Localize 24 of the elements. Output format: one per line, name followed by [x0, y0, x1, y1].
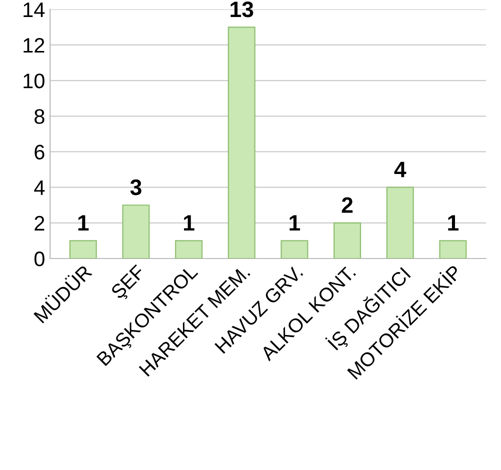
data-label: 4 [394, 162, 406, 178]
y-tick-label: 6 [34, 144, 44, 160]
data-label: 1 [184, 215, 194, 231]
bar [334, 222, 362, 258]
y-tick-label: 12 [24, 38, 44, 53]
bar [122, 204, 150, 258]
data-label: 13 [230, 2, 254, 18]
data-label: 1 [78, 215, 89, 231]
bar [69, 240, 97, 258]
bar [175, 240, 203, 258]
y-tick-label: 4 [34, 180, 45, 195]
bar [386, 186, 414, 258]
data-label: 1 [290, 215, 300, 231]
y-tick-label: 8 [34, 109, 44, 124]
bar [439, 240, 467, 258]
y-tick-label: 2 [34, 216, 44, 230]
data-label: 3 [130, 179, 142, 196]
data-label: 1 [448, 215, 459, 231]
y-tick-label: 0 [34, 252, 44, 266]
bar [280, 240, 308, 258]
y-tick-label: 14 [24, 2, 45, 17]
y-tick-label: 10 [24, 74, 44, 88]
data-label: 2 [342, 197, 353, 213]
bar [228, 26, 256, 258]
